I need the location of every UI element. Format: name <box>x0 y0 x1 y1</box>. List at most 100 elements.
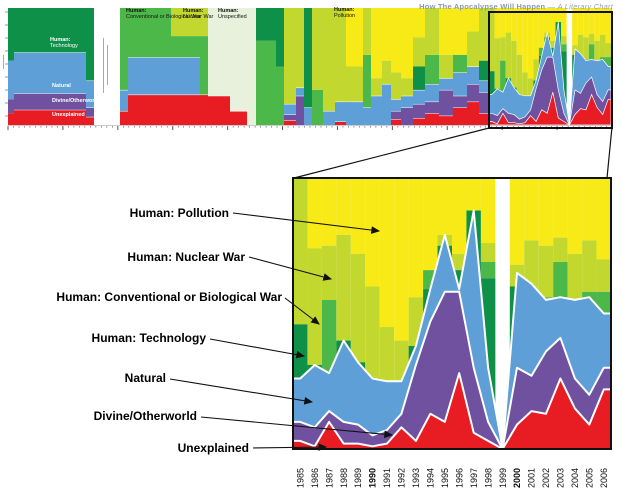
overview-column-band <box>171 57 200 95</box>
overview-column-band <box>296 95 304 125</box>
detail-nuclear-band <box>480 243 496 263</box>
detail-nuclear-band <box>567 253 583 300</box>
detail-year-label: 1991 <box>382 468 392 488</box>
overview-column-band <box>284 8 296 104</box>
overview-layer-label: Human: Conventional or Biological War <box>126 8 201 20</box>
overview-column-band <box>382 84 391 125</box>
detail-divine-outline <box>293 290 611 450</box>
overview-y-axis-label-marks <box>3 55 4 69</box>
overview-mini-pollution <box>605 8 611 44</box>
detail-unexplained-outline <box>293 372 611 450</box>
overview-column-band <box>391 119 401 125</box>
overview-column-band <box>371 78 382 96</box>
detail-pollution-band <box>350 178 366 254</box>
overview-column-band <box>363 54 371 108</box>
callout-arrow <box>248 256 333 281</box>
overview-column-band <box>14 52 86 94</box>
detail-year-label: 1999 <box>498 468 508 488</box>
overview-mini-pollution <box>550 8 556 41</box>
overview-mini-pollution <box>555 8 562 23</box>
overview-column-band <box>425 113 439 125</box>
overview-mini-nuclear <box>527 78 534 96</box>
detail-year-label: 1997 <box>469 468 479 488</box>
overview-column-band <box>276 66 284 125</box>
overview-column-band <box>171 8 200 37</box>
overview-column-band <box>363 8 371 55</box>
overview-column-band <box>120 8 128 90</box>
detail-nuclear-band <box>307 248 322 365</box>
overview-column-band <box>413 89 425 104</box>
overview-column-band <box>247 8 256 125</box>
overview-column-band <box>467 31 479 67</box>
overview-mini-pollution <box>583 8 589 38</box>
overview-mini-pollution <box>588 8 595 34</box>
title-main: How The Apocalypse Will Happen <box>419 2 546 11</box>
overview-column-band <box>284 120 296 125</box>
detail-nuclear-band <box>350 253 366 363</box>
overview-column-band <box>401 95 413 108</box>
overview-mini-pollution <box>577 8 584 35</box>
overview-column-band <box>391 99 401 111</box>
page-title: How The Apocalypse Will Happen — A Liter… <box>419 2 613 11</box>
detail-year-label: 1995 <box>440 468 450 488</box>
overview-mini-pollution <box>511 8 517 41</box>
overview-column-band <box>439 115 453 125</box>
overview-column-band <box>312 8 323 90</box>
overview-mini-conventional <box>500 60 506 93</box>
overview-column-band <box>8 113 14 125</box>
overview-mini-nuclear <box>561 36 567 45</box>
overview-mini-nuclear <box>505 32 512 79</box>
detail-pollution-band <box>509 178 525 265</box>
detail-pollution-band <box>596 178 611 260</box>
zoom-connector-left <box>293 127 490 179</box>
overview-column-band <box>479 92 489 114</box>
overview-column-band <box>276 8 284 67</box>
overview-column-band <box>296 87 304 96</box>
detail-pollution-band <box>553 178 568 238</box>
overview-column-band <box>208 95 230 125</box>
detail-nuclear-band <box>553 237 568 263</box>
callout-label: Human: Conventional or Biological War <box>56 290 282 304</box>
detail-year-label: 1990 <box>368 468 378 488</box>
overview-column-band <box>323 8 335 111</box>
overview-column-band <box>200 36 208 95</box>
detail-year-label: 2002 <box>541 468 551 488</box>
overview-column-band <box>304 107 312 125</box>
overview-column-band <box>230 110 247 125</box>
overview-mini-pollution <box>594 8 600 41</box>
overview-column-band <box>401 107 413 125</box>
overview-mini-nuclear <box>599 34 606 58</box>
overview-column-band <box>284 114 296 121</box>
overview-mini-nuclear <box>489 8 495 72</box>
overview-mini-conventional <box>561 44 567 52</box>
overview-column-band <box>86 107 94 117</box>
detail-year-label: 2004 <box>570 468 580 488</box>
title-sub: A Literary Chart <box>557 2 613 11</box>
overview-column-band <box>256 40 276 126</box>
detail-conventional-band <box>553 262 568 298</box>
callout-arrow <box>232 212 381 234</box>
overview-column-band <box>86 80 94 108</box>
callout-label: Natural <box>125 371 166 385</box>
overview-column-band <box>413 117 425 125</box>
overview-column-band <box>304 8 312 108</box>
overview-column-band <box>335 101 346 122</box>
overview-mini-nuclear <box>522 72 528 96</box>
detail-year-label: 1998 <box>483 468 493 488</box>
overview-column-band <box>8 99 14 114</box>
overview-column-band <box>413 37 425 67</box>
overview-column-band <box>346 8 363 67</box>
overview-mini-pollution <box>599 8 606 35</box>
overview-mini-pollution <box>572 8 578 46</box>
callout-arrow <box>169 378 314 405</box>
overview-mini-pollution <box>561 8 567 37</box>
overview-mini-pollution <box>538 8 545 48</box>
detail-pollution-band <box>379 178 395 328</box>
overview-column-band <box>14 109 86 125</box>
overview-column-band <box>467 84 479 102</box>
overview-column-band <box>467 101 479 125</box>
overview-column-band <box>382 8 391 61</box>
overview-column-band <box>346 66 363 102</box>
callout-arrow <box>284 297 320 325</box>
